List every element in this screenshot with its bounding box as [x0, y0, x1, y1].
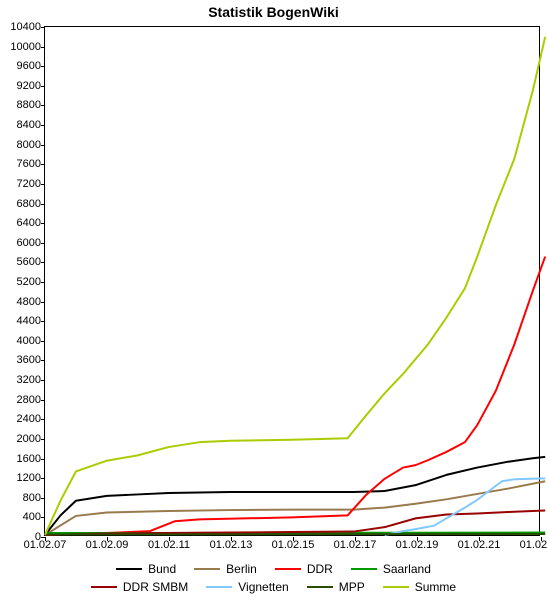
- y-tick-label: 10000: [10, 41, 41, 53]
- y-tick-mark: [41, 360, 45, 361]
- legend-label: Saarland: [383, 562, 431, 576]
- y-tick-mark: [41, 125, 45, 126]
- y-tick-mark: [41, 47, 45, 48]
- series-line-ddr-smbm: [45, 511, 545, 535]
- series-line-summe: [45, 37, 545, 535]
- y-tick-label: 9200: [17, 80, 41, 92]
- x-tick-label: 01.02.23: [520, 539, 547, 551]
- legend-label: DDR SMBM: [123, 580, 188, 594]
- legend-item-saarland: Saarland: [351, 562, 431, 576]
- y-tick-mark: [41, 400, 45, 401]
- legend-swatch: [194, 568, 220, 570]
- y-tick-label: 8800: [17, 99, 41, 111]
- y-tick-mark: [41, 145, 45, 146]
- y-tick-label: 3200: [17, 374, 41, 386]
- y-tick-mark: [41, 380, 45, 381]
- y-tick-label: 5200: [17, 276, 41, 288]
- y-tick-mark: [41, 184, 45, 185]
- y-tick-label: 4400: [17, 315, 41, 327]
- legend-swatch: [91, 586, 117, 588]
- y-tick-mark: [41, 478, 45, 479]
- legend-label: DDR: [307, 562, 333, 576]
- y-tick-mark: [41, 105, 45, 106]
- y-tick-label: 6000: [17, 237, 41, 249]
- legend-item-bund: Bund: [116, 562, 176, 576]
- y-tick-mark: [41, 164, 45, 165]
- x-tick-mark: [417, 537, 418, 541]
- legend-label: Berlin: [226, 562, 257, 576]
- y-tick-mark: [41, 27, 45, 28]
- y-tick-label: 4800: [17, 296, 41, 308]
- y-tick-mark: [41, 321, 45, 322]
- y-tick-label: 6400: [17, 217, 41, 229]
- x-tick-mark: [45, 537, 46, 541]
- x-tick-mark: [293, 537, 294, 541]
- legend-swatch: [307, 586, 333, 588]
- y-tick-label: 1200: [17, 472, 41, 484]
- y-tick-label: 2000: [17, 433, 41, 445]
- chart-container: Statistik BogenWiki 04008001200160020002…: [0, 0, 547, 600]
- y-tick-mark: [41, 517, 45, 518]
- legend-swatch: [383, 586, 409, 588]
- y-tick-label: 2400: [17, 413, 41, 425]
- y-tick-mark: [41, 204, 45, 205]
- y-tick-label: 1600: [17, 453, 41, 465]
- y-tick-label: 5600: [17, 256, 41, 268]
- legend-item-summe: Summe: [383, 580, 456, 594]
- series-line-berlin: [45, 481, 545, 535]
- y-tick-mark: [41, 86, 45, 87]
- legend-swatch: [116, 568, 142, 570]
- y-tick-mark: [41, 498, 45, 499]
- legend-item-ddr-smbm: DDR SMBM: [91, 580, 188, 594]
- y-tick-mark: [41, 302, 45, 303]
- y-tick-label: 2800: [17, 394, 41, 406]
- legend-label: MPP: [339, 580, 365, 594]
- y-tick-mark: [41, 341, 45, 342]
- y-tick-label: 6800: [17, 198, 41, 210]
- series-line-ddr: [45, 257, 545, 535]
- legend-swatch: [351, 568, 377, 570]
- x-tick-mark: [169, 537, 170, 541]
- y-tick-mark: [41, 439, 45, 440]
- y-tick-mark: [41, 419, 45, 420]
- y-tick-mark: [41, 243, 45, 244]
- legend: Bund Berlin DDR Saarland DDR SMBM Vignetten MP…: [0, 562, 547, 594]
- legend-item-berlin: Berlin: [194, 562, 257, 576]
- x-tick-mark: [479, 537, 480, 541]
- y-tick-label: 10400: [10, 21, 41, 33]
- y-tick-mark: [41, 66, 45, 67]
- legend-label: Bund: [148, 562, 176, 576]
- y-tick-label: 9600: [17, 60, 41, 72]
- legend-swatch: [206, 586, 232, 588]
- legend-label: Vignetten: [238, 580, 289, 594]
- chart-lines: [45, 27, 539, 535]
- y-tick-label: 7600: [17, 158, 41, 170]
- legend-item-vignetten: Vignetten: [206, 580, 289, 594]
- y-tick-label: 4000: [17, 335, 41, 347]
- legend-swatch: [275, 568, 301, 570]
- plot-area: 0400800120016002000240028003200360040004…: [44, 26, 540, 536]
- y-tick-mark: [41, 223, 45, 224]
- legend-label: Summe: [415, 580, 456, 594]
- y-tick-label: 7200: [17, 178, 41, 190]
- x-tick-mark: [541, 537, 542, 541]
- x-tick-mark: [107, 537, 108, 541]
- y-tick-label: 800: [23, 492, 41, 504]
- x-tick-mark: [355, 537, 356, 541]
- y-tick-mark: [41, 282, 45, 283]
- y-tick-label: 8000: [17, 139, 41, 151]
- chart-title: Statistik BogenWiki: [0, 4, 547, 20]
- y-tick-label: 400: [23, 511, 41, 523]
- y-tick-label: 3600: [17, 354, 41, 366]
- legend-item-ddr: DDR: [275, 562, 333, 576]
- x-tick-mark: [231, 537, 232, 541]
- legend-item-mpp: MPP: [307, 580, 365, 594]
- y-tick-mark: [41, 459, 45, 460]
- y-tick-mark: [41, 262, 45, 263]
- y-tick-label: 8400: [17, 119, 41, 131]
